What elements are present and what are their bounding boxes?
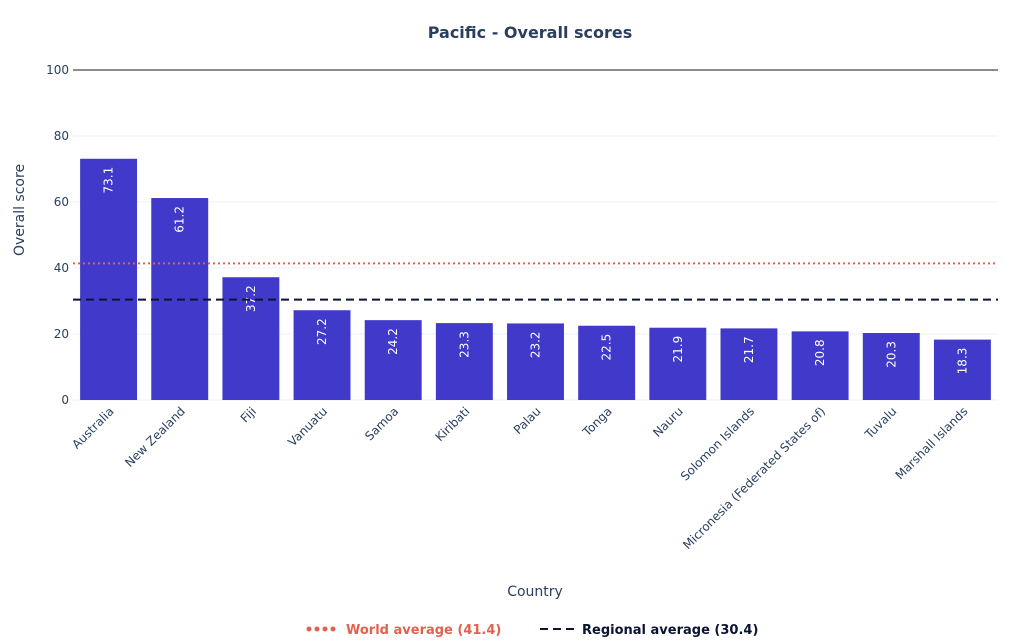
x-axis-label: Country xyxy=(507,584,563,600)
y-tick-label: 0 xyxy=(61,393,69,407)
y-tick-label: 60 xyxy=(54,195,69,209)
x-axis-ticks: Australia New Zealand Fiji Vanuatu Samoa Kiri… xyxy=(69,404,970,552)
legend-world-dot-4 xyxy=(330,626,336,632)
x-tick-label: Solomon Islands xyxy=(678,404,757,483)
x-tick-label: Kiribati xyxy=(433,404,473,444)
bar-value-label: 21.7 xyxy=(742,336,756,363)
bar[interactable] xyxy=(222,277,280,400)
x-tick-label: Australia xyxy=(69,404,116,451)
bar-value-label: 18.3 xyxy=(955,348,969,375)
x-tick-label: Samoa xyxy=(362,404,401,443)
bar-value-label: 27.2 xyxy=(315,318,329,345)
x-tick-label: Micronesia (Federated States of) xyxy=(680,404,828,552)
y-axis-ticks: 0 20 40 60 80 100 xyxy=(46,63,69,407)
y-tick-label: 80 xyxy=(54,129,69,143)
legend-label-regional-average: Regional average (30.4) xyxy=(582,623,758,638)
bar[interactable] xyxy=(364,320,422,400)
x-tick-label: Vanuatu xyxy=(285,404,330,449)
x-tick-label: Nauru xyxy=(650,404,686,440)
legend-world-dot-1 xyxy=(306,626,312,632)
legend-label-world-average: World average (41.4) xyxy=(346,623,501,638)
x-tick-label: Fiji xyxy=(238,404,259,425)
bar-value-label: 20.8 xyxy=(813,339,827,366)
x-tick-label: Palau xyxy=(511,404,544,437)
y-tick-label: 40 xyxy=(54,261,69,275)
bar[interactable] xyxy=(435,323,493,400)
y-axis-label: Overall score xyxy=(12,164,28,256)
bar[interactable] xyxy=(293,310,351,400)
legend: World average (41.4) Regional average (3… xyxy=(306,623,758,638)
legend-world-dot-3 xyxy=(322,626,328,632)
bar-value-label: 24.2 xyxy=(386,328,400,355)
bars: 73.1 61.2 37.2 27.2 24.2 23.3 23.2 22.5 21.9 21.7… xyxy=(80,158,991,400)
bar[interactable] xyxy=(862,333,920,400)
bar-value-label: 23.2 xyxy=(529,331,543,358)
y-tick-label: 100 xyxy=(46,63,69,77)
bar[interactable] xyxy=(507,323,564,400)
bar[interactable] xyxy=(578,325,636,400)
bar[interactable] xyxy=(80,158,138,400)
bar[interactable] xyxy=(791,331,849,400)
bar-value-label: 22.5 xyxy=(600,334,614,361)
legend-world-dot-2 xyxy=(314,626,320,632)
legend-item-regional-average[interactable]: Regional average (30.4) xyxy=(540,623,758,638)
x-tick-label: New Zealand xyxy=(122,404,188,470)
chart-title: Pacific - Overall scores xyxy=(428,23,633,42)
x-tick-label: Tuvalu xyxy=(862,404,900,442)
bar-value-label: 23.3 xyxy=(457,331,471,358)
x-tick-label: Tonga xyxy=(579,404,615,440)
bar-value-label: 20.3 xyxy=(884,341,898,368)
bar[interactable] xyxy=(649,327,707,400)
bar-value-label: 21.9 xyxy=(671,336,685,363)
bar-value-label: 73.1 xyxy=(102,167,116,194)
bar-value-label: 37.2 xyxy=(244,285,258,312)
y-tick-label: 20 xyxy=(54,327,69,341)
bar[interactable] xyxy=(720,328,778,400)
bar-value-label: 61.2 xyxy=(173,206,187,233)
x-tick-label: Marshall Islands xyxy=(893,404,971,482)
legend-item-world-average[interactable]: World average (41.4) xyxy=(306,623,502,638)
reference-lines xyxy=(73,262,998,301)
bar[interactable] xyxy=(933,339,991,400)
